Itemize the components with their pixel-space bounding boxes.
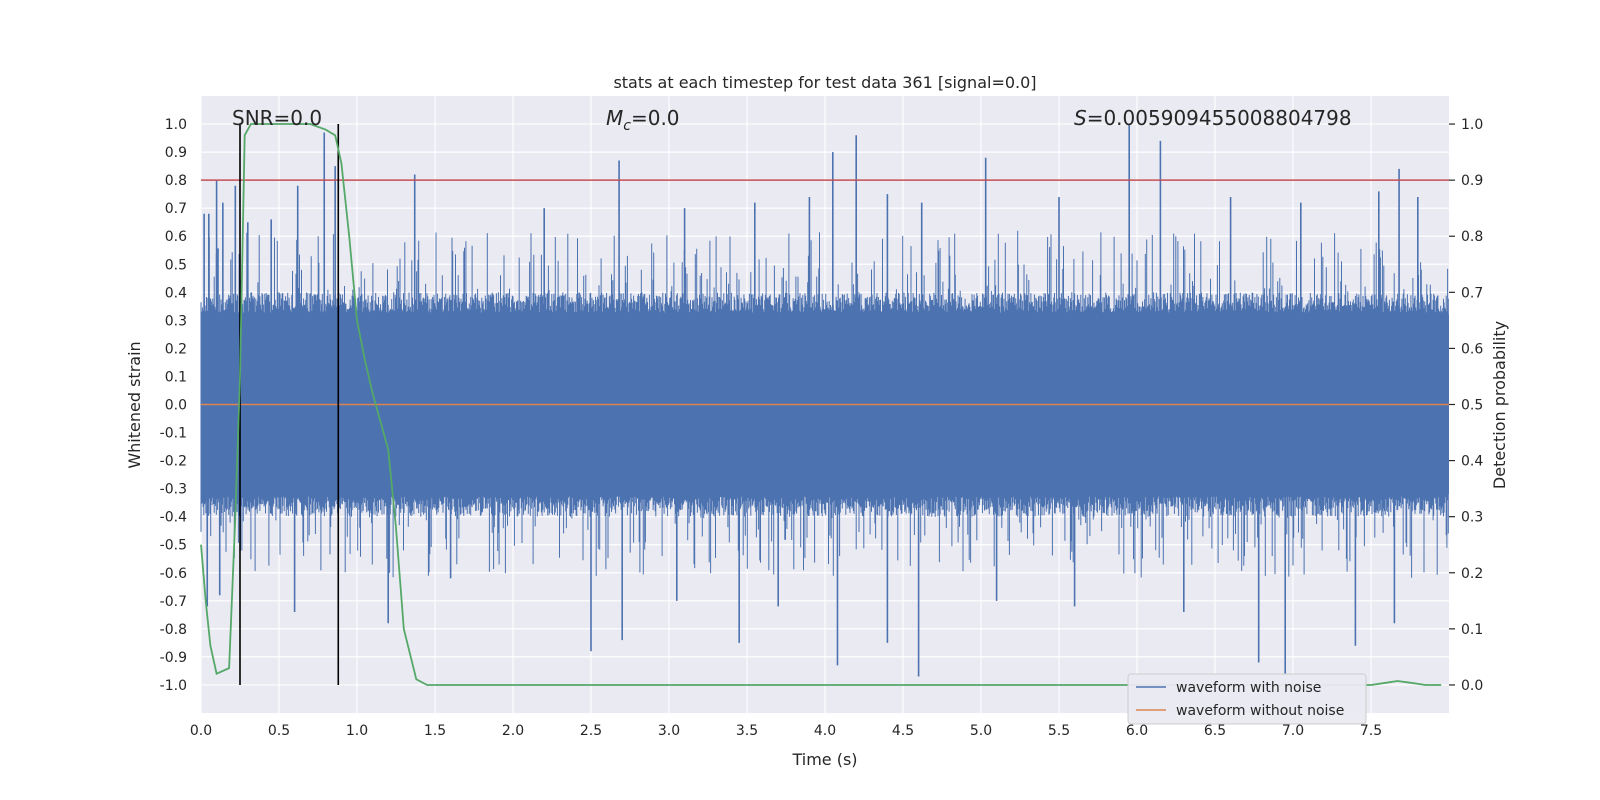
x-tick-label: 2.0 <box>502 723 524 739</box>
y-right-tick-label: 0.3 <box>1461 510 1483 526</box>
mc-subscript: c <box>623 118 631 134</box>
y-axis-right-label: Detection probability <box>1490 321 1509 489</box>
vertical-markers <box>239 124 340 685</box>
y-left-tick-label: -0.6 <box>160 566 187 582</box>
legend-label-with-noise: waveform with noise <box>1176 680 1321 696</box>
y-left-tick-label: 0.5 <box>165 257 187 273</box>
y-left-tick-label: 0.8 <box>165 173 187 189</box>
x-tick-label: 5.0 <box>970 723 992 739</box>
y-right-tick-label: 0.2 <box>1461 566 1483 582</box>
y-left-tick-label: 0.2 <box>165 341 187 357</box>
mc-annotation: Mc=0.0 <box>606 106 680 134</box>
x-tick-label: 7.5 <box>1360 723 1382 739</box>
x-tick-label: 3.5 <box>736 723 758 739</box>
x-tick-label: 5.5 <box>1048 723 1070 739</box>
y-right-tick-label: 0.4 <box>1461 454 1483 470</box>
x-axis-ticks: 0.0 0.5 1.0 1.5 2.0 2.5 3.0 3.5 4.0 4.5 5.0 5.5 6.0 6… <box>190 723 1382 739</box>
snr-annotation: SNR=0.0 <box>232 106 322 130</box>
x-tick-label: 6.5 <box>1204 723 1226 739</box>
y-left-tick-label: 0.4 <box>165 285 187 301</box>
x-tick-label: 3.0 <box>658 723 680 739</box>
y-left-tick-label: -0.2 <box>160 454 187 470</box>
y-left-tick-label: -0.1 <box>160 426 187 442</box>
x-tick-label: 6.0 <box>1126 723 1148 739</box>
legend-box <box>1127 673 1367 725</box>
y-right-tick-label: 0.1 <box>1461 622 1483 638</box>
x-tick-label: 2.5 <box>580 723 602 739</box>
y-left-tick-label: 0.7 <box>165 201 187 217</box>
y-right-tick-label: 0.5 <box>1461 398 1483 414</box>
y-left-tick-label: 0.9 <box>165 145 187 161</box>
y-right-tick-label: 0.8 <box>1461 229 1483 245</box>
s-annotation: S=0.005909455008804798 <box>1074 106 1352 130</box>
y-right-tick-label: 1.0 <box>1461 117 1483 133</box>
s-value: =0.005909455008804798 <box>1087 106 1352 130</box>
legend-label-without-noise: waveform without noise <box>1176 703 1344 719</box>
x-tick-label: 7.0 <box>1282 723 1304 739</box>
y-axis-left-ticks: 1.0 0.9 0.8 0.7 0.6 0.5 0.4 0.3 0.2 0.1 0.0 -0.1 -0.… <box>160 117 187 694</box>
y-left-tick-label: 0.1 <box>165 369 187 385</box>
y-left-tick-label: 0.6 <box>165 229 187 245</box>
y-left-tick-label: 0.3 <box>165 313 187 329</box>
x-tick-label: 0.0 <box>190 723 212 739</box>
y-left-tick-label: 1.0 <box>165 117 187 133</box>
x-tick-label: 0.5 <box>268 723 290 739</box>
y-left-tick-label: 0.0 <box>165 398 187 414</box>
y-left-tick-label: -0.3 <box>160 482 187 498</box>
y-left-tick-label: -0.9 <box>160 650 187 666</box>
y-right-tick-label: 0.6 <box>1461 341 1483 357</box>
mc-value: =0.0 <box>631 106 680 130</box>
mc-symbol: M <box>606 106 623 130</box>
annotations: SNR=0.0 Mc=0.0 S=0.005909455008804798 <box>232 106 1352 134</box>
y-right-tick-label: 0.0 <box>1461 678 1483 694</box>
x-axis-label: Time (s) <box>791 750 857 769</box>
y-left-tick-label: -1.0 <box>160 678 187 694</box>
y-right-tick-label: 0.7 <box>1461 285 1483 301</box>
legend: waveform with noise waveform without noi… <box>1127 673 1367 725</box>
x-tick-label: 4.0 <box>814 723 836 739</box>
s-symbol: S <box>1074 106 1087 130</box>
y-left-tick-label: -0.8 <box>160 622 187 638</box>
y-right-tick-label: 0.9 <box>1461 173 1483 189</box>
x-tick-label: 1.5 <box>424 723 446 739</box>
chart-title: stats at each timestep for test data 361… <box>613 73 1036 92</box>
x-tick-label: 1.0 <box>346 723 368 739</box>
y-left-tick-label: -0.7 <box>160 594 187 610</box>
x-tick-label: 4.5 <box>892 723 914 739</box>
y-left-tick-label: -0.4 <box>160 510 187 526</box>
y-axis-right-ticks: 1.0 0.9 0.8 0.7 0.6 0.5 0.4 0.3 0.2 0.1 0.0 <box>1449 117 1483 694</box>
y-left-tick-label: -0.5 <box>160 538 187 554</box>
y-axis-left-label: Whitened strain <box>125 341 144 468</box>
